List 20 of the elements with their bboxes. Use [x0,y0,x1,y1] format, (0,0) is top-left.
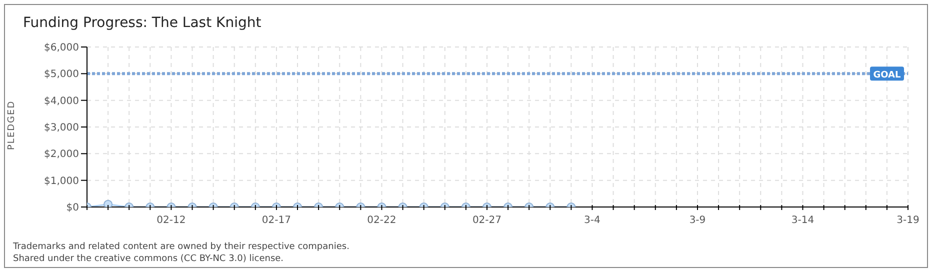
x-tick-label: 3-9 [689,215,706,226]
x-tick-label: 3-14 [791,215,814,226]
x-tick-label: 02-27 [472,215,502,226]
y-tick-label: $3,000 [44,122,79,134]
chart-title: Funding Progress: The Last Knight [23,15,262,31]
ref-line-label: GOAL [873,70,902,81]
y-tick-label: $0 [66,202,79,214]
y-tick-label: $6,000 [44,42,79,54]
x-tick-label: 02-22 [367,215,396,226]
x-tick-label: 3-4 [584,215,600,226]
y-tick-label: $2,000 [44,149,79,160]
y-axis-title: PLEDGED [7,100,17,150]
y-tick-label: $4,000 [44,96,79,107]
text: Shared under the creative commons (CC BY-NC 3.0) license. [13,253,285,265]
text: Trademarks and related content are owned by their respective companies. [13,241,350,253]
x-tick-label: 02-17 [262,215,291,226]
y-tick-label: $1,000 [44,176,79,187]
x-tick-label: 3-19 [896,215,920,226]
x-tick-label: 02-12 [156,215,186,226]
y-tick-label: $5,000 [44,69,79,80]
